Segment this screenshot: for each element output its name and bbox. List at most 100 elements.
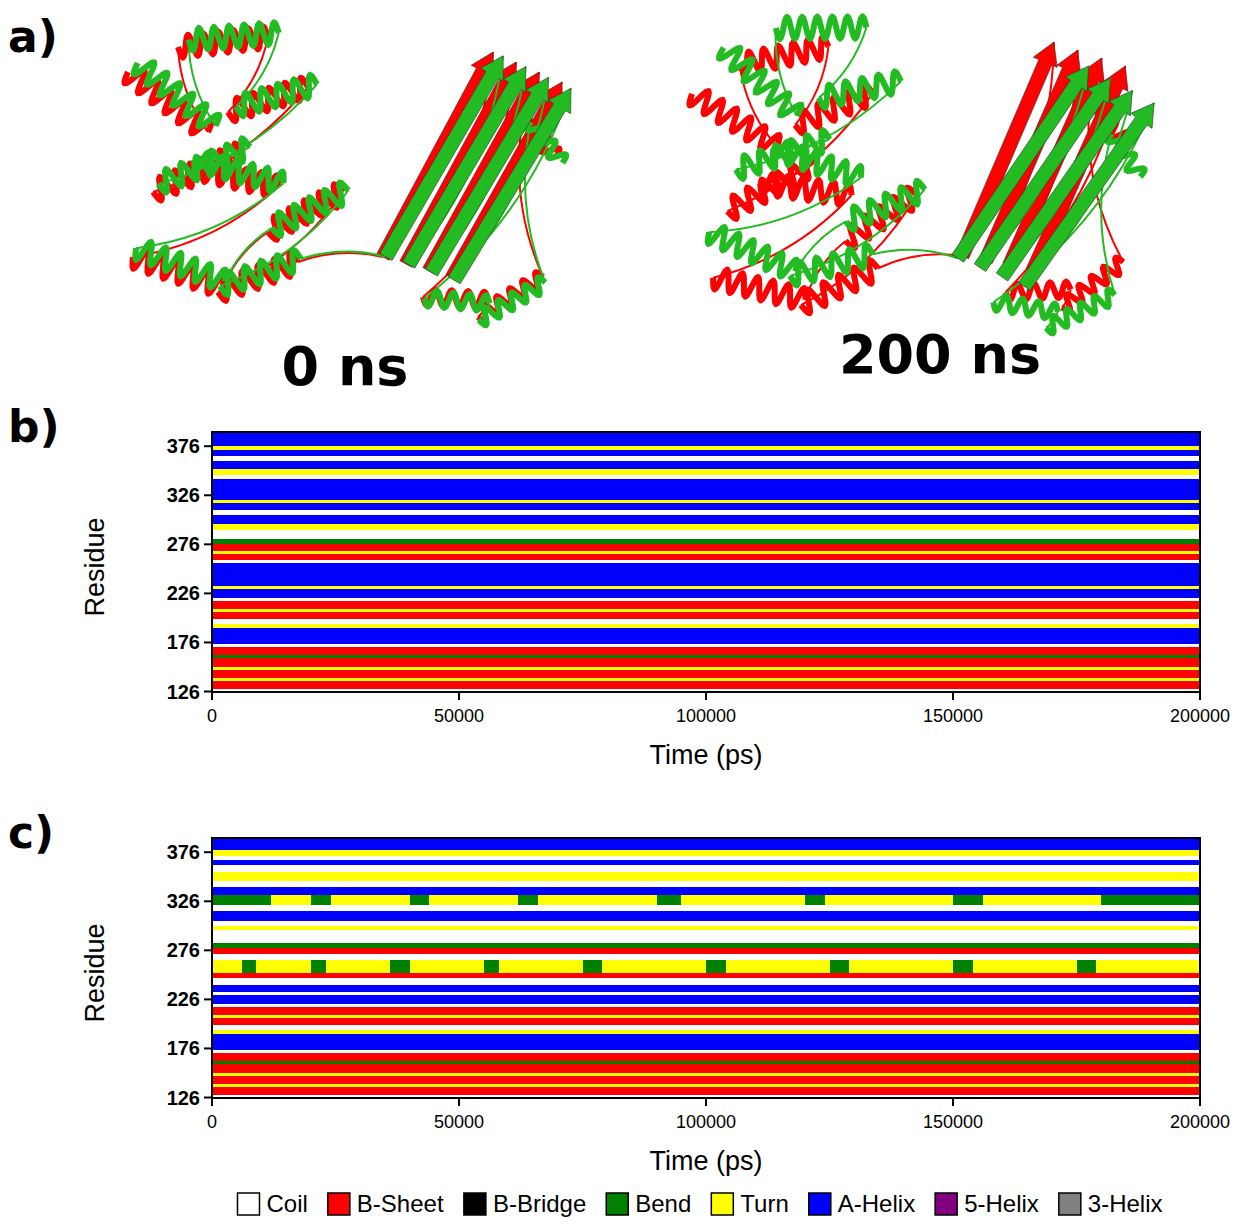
y-tick (204, 900, 212, 902)
legend-swatch (606, 1193, 628, 1215)
structure-band (212, 992, 1200, 995)
y-tick-label: 126 (167, 1087, 200, 1109)
structure-band (212, 432, 1200, 446)
structure-band (212, 838, 1200, 850)
legend-swatch (711, 1193, 733, 1215)
y-tick (204, 851, 212, 853)
legend-label: 5-Helix (964, 1190, 1039, 1217)
structure-cell (726, 960, 830, 974)
legend-label: Turn (740, 1190, 788, 1217)
legend-swatch (328, 1193, 350, 1215)
y-tick-label: 376 (167, 841, 200, 863)
x-axis-title: Time (ps) (650, 1146, 763, 1176)
structure-band (212, 560, 1200, 564)
structure-cell (311, 960, 326, 974)
structure-band (212, 515, 1200, 524)
coil-line (301, 250, 386, 262)
x-tick (952, 1098, 954, 1106)
structure-cell (499, 960, 583, 974)
structure-cartoon (125, 27, 563, 322)
x-tick (458, 1098, 460, 1106)
helix-ribbon (220, 247, 302, 297)
structure-band (212, 926, 1200, 930)
legend-swatch (935, 1193, 957, 1215)
helix-ribbon (193, 152, 284, 192)
x-tick (1199, 692, 1201, 700)
structure-band (212, 456, 1200, 462)
y-tick-label: 176 (167, 1037, 200, 1059)
legend-label: Coil (266, 1190, 307, 1217)
legend-label: A-Helix (838, 1190, 915, 1217)
structure-cell (390, 960, 410, 974)
structure-band (212, 586, 1200, 589)
structure-band (212, 911, 1200, 922)
x-tick-label: 150000 (923, 706, 983, 726)
structure-cell (1101, 895, 1200, 905)
x-tick (211, 1098, 213, 1106)
structure-band (212, 1050, 1200, 1053)
helix-ribbon (688, 85, 780, 155)
helix-ribbon (134, 241, 226, 288)
structure-band (212, 1084, 1200, 1087)
helix-ribbon (992, 295, 1059, 319)
structure-band (212, 1015, 1200, 1018)
structure-label: 0 ns (282, 335, 409, 398)
structure-cell (212, 895, 271, 905)
legend-swatch (464, 1193, 486, 1215)
structure-band (212, 544, 1200, 551)
structure-cell (1077, 960, 1097, 974)
coil-line (220, 186, 348, 290)
structure-band (212, 1007, 1200, 1015)
structure-cell (830, 960, 850, 974)
structure-cell (681, 895, 805, 905)
structure-band (212, 881, 1200, 887)
x-tick-label: 150000 (923, 1112, 983, 1132)
helix-ribbon (775, 8, 868, 48)
structure-band (212, 954, 1200, 960)
y-tick (204, 1047, 212, 1049)
structure-band (212, 628, 1200, 644)
structure-band (212, 601, 1200, 609)
y-tick (204, 592, 212, 594)
y-tick (204, 543, 212, 545)
structure-band (212, 479, 1200, 500)
structure-band (212, 1030, 1200, 1034)
strand-arrow (403, 63, 527, 272)
structure-cell (429, 895, 518, 905)
y-tick-label: 276 (167, 939, 200, 961)
structure-band (212, 678, 1200, 681)
helix-ribbon (236, 72, 317, 118)
y-tick (204, 691, 212, 693)
structure-cell (805, 895, 825, 905)
y-tick (204, 494, 212, 496)
y-tick-label: 126 (167, 681, 200, 703)
structure-band (212, 655, 1200, 658)
strand-arrow (425, 73, 549, 279)
structure-band (212, 948, 1200, 954)
structure-cell (271, 895, 311, 905)
x-tick-label: 0 (207, 706, 217, 726)
structure-band (212, 978, 1200, 985)
structure-band (212, 450, 1200, 456)
legend-label: Bend (635, 1190, 691, 1217)
structure-band (212, 1087, 1200, 1095)
structure-band (212, 865, 1200, 872)
x-tick-label: 200000 (1170, 706, 1230, 726)
y-tick (204, 641, 212, 643)
structure-band (212, 551, 1200, 554)
structure-cell (973, 960, 1077, 974)
plot-background (212, 838, 1200, 1098)
helix-ribbon (424, 291, 490, 311)
helix-ribbon (1046, 283, 1116, 339)
helix-ribbon (712, 263, 806, 314)
structure-cell (410, 895, 430, 905)
figure: a)0 ns200 ns1261762262763263760500001000… (0, 0, 1236, 1231)
structure-cartoon (694, 2, 1161, 341)
structure-cell (953, 960, 973, 974)
structure-band (212, 1053, 1200, 1061)
x-tick (458, 692, 460, 700)
structure-band (212, 930, 1200, 943)
structure-cell (331, 895, 410, 905)
structure-band (212, 921, 1200, 926)
structure-cell (326, 960, 390, 974)
